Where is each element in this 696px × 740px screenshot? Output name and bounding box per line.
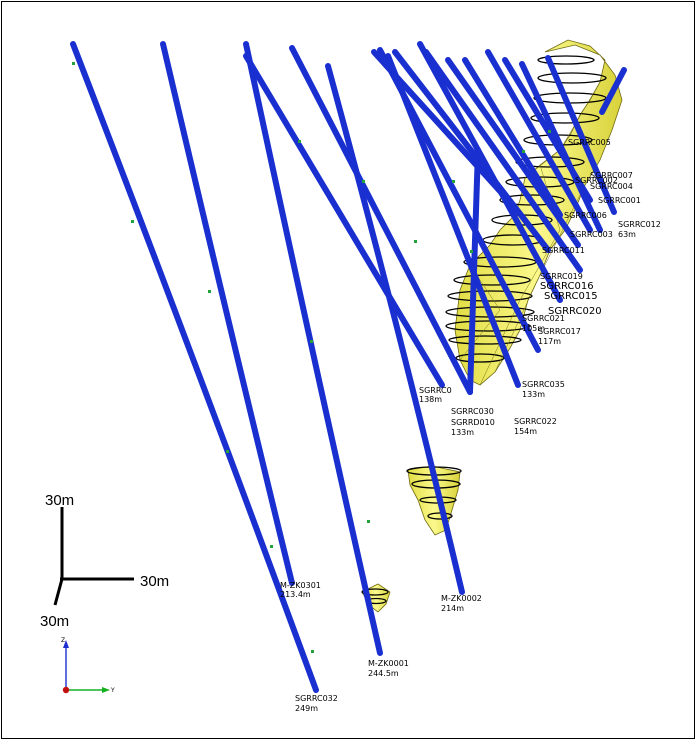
drillhole-trace: [462, 57, 563, 218]
drillhole-id: SGRRC020: [548, 306, 602, 317]
drillhole-id: SGRRC012: [618, 220, 661, 229]
scale-depth-label: 30m: [40, 613, 69, 630]
drillhole-id: SGRRC015: [544, 291, 598, 302]
drillhole-id: SGRRC021: [522, 314, 565, 323]
drillhole-trace: [519, 61, 603, 233]
drillhole-id: SGRRC032: [295, 694, 338, 703]
drillhole-id: SGRRC005: [568, 138, 611, 147]
drillhole-id: SGRRC006: [564, 211, 607, 220]
drillhole-trace: [325, 63, 465, 595]
trace-marks: [72, 62, 551, 653]
drillhole-depth: 213.4m: [280, 590, 311, 599]
drillhole-trace: [385, 53, 521, 388]
drillhole-depth: 249m: [295, 704, 318, 713]
drillhole-trace: [467, 147, 481, 395]
origin-icon: [62, 686, 70, 694]
drillhole-depth: 133m: [522, 390, 545, 399]
drillhole-id: SGRRC0: [419, 386, 452, 395]
drillhole-depth: 133m: [451, 428, 474, 437]
drillhole-trace: [423, 49, 583, 273]
drillhole-id: SGRRC001: [598, 196, 641, 205]
drillhole-id: SGRRC017: [538, 327, 581, 336]
y-axis-label: Y: [110, 687, 115, 694]
drillhole-id: SGRRC007: [590, 171, 633, 180]
drillhole-trace: [392, 49, 551, 253]
drillhole-id: SGRRC002: [575, 176, 618, 185]
orientation-axes: Z Y: [61, 637, 115, 694]
z-axis-label: Z: [61, 637, 65, 644]
drillhole-depth: 63m: [618, 230, 636, 239]
drillhole-id: SGRRC003: [570, 230, 613, 239]
scale-horizontal-label: 30m: [140, 573, 169, 590]
scale-bar: 30m 30m 30m: [40, 492, 169, 630]
drillhole-id: M-ZK0301: [280, 581, 321, 590]
scale-vertical-label: 30m: [45, 492, 74, 509]
drillhole-id: SGRRC016: [540, 281, 594, 292]
drillhole-depth: 117m: [538, 337, 561, 346]
drillhole-id: SGRRC030: [451, 407, 494, 416]
drillhole-id: SGRRC035: [522, 380, 565, 389]
drillhole-trace: [243, 41, 383, 656]
drillhole-depth: 214m: [441, 604, 464, 613]
drillhole-id: SGRRC011: [542, 246, 585, 255]
drillhole-id: M-ZK0002: [441, 594, 482, 603]
drillhole-trace: [599, 67, 627, 115]
drillhole-id: SGRRC004: [590, 182, 633, 191]
drillhole-depth: 154m: [514, 427, 537, 436]
drillhole-trace: [485, 49, 593, 233]
drillhole-id: M-ZK0001: [368, 659, 409, 668]
drillhole-trace: [243, 53, 445, 388]
drillhole-trace: [417, 41, 563, 303]
drillhole-trace: [545, 55, 617, 215]
drillhole-traces: [70, 41, 627, 693]
drillhole-depth: 138m: [419, 395, 442, 404]
drillhole-depth: 105m: [522, 324, 545, 333]
drillhole-id: SGRRC019: [540, 272, 583, 281]
drillhole-id: SGRRC022: [514, 417, 557, 426]
drillhole-trace: [289, 45, 473, 395]
drillhole-trace: [70, 41, 319, 693]
drillhole-depth: 244.5m: [368, 669, 399, 678]
drillhole-trace: [160, 41, 295, 586]
drillhole-id: SGRRD010: [451, 418, 495, 427]
